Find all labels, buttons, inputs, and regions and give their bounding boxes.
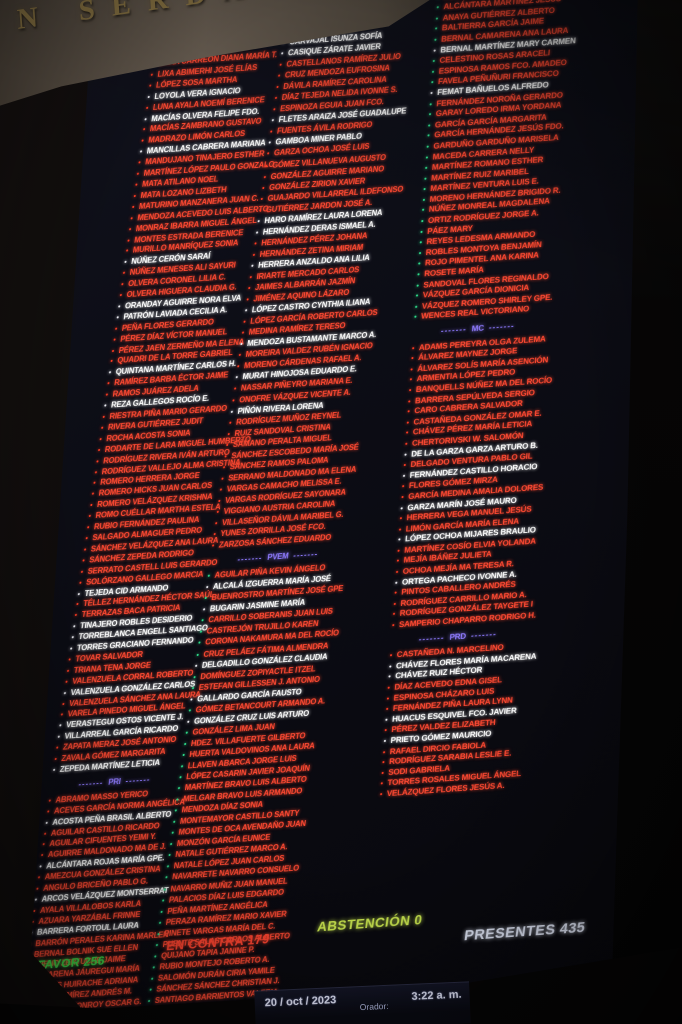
party-label: PVEM — [266, 551, 289, 563]
divider-dashes: ------- — [488, 321, 516, 333]
session-date: 20 / oct / 2023 — [264, 994, 337, 1010]
divider-dashes: ------- — [470, 628, 498, 640]
orador-label: Orador: — [359, 1000, 389, 1013]
party-label: PRD — [449, 631, 467, 642]
divider-dashes: ------- — [418, 632, 445, 644]
divider-dashes: ------- — [77, 777, 105, 789]
wall-inscription: N SERDAN — [16, 0, 299, 36]
divider-dashes: ------- — [292, 549, 319, 561]
party-label: PRI — [107, 776, 122, 787]
divider-dashes: ------- — [236, 553, 264, 565]
session-time: 3:22 a. m. — [411, 988, 462, 1003]
party-label: MC — [471, 323, 485, 334]
divider-dashes: ------- — [440, 324, 468, 336]
vote-total-presentes: PRESENTES 435 — [463, 919, 587, 945]
divider-dashes: ------- — [124, 774, 152, 786]
